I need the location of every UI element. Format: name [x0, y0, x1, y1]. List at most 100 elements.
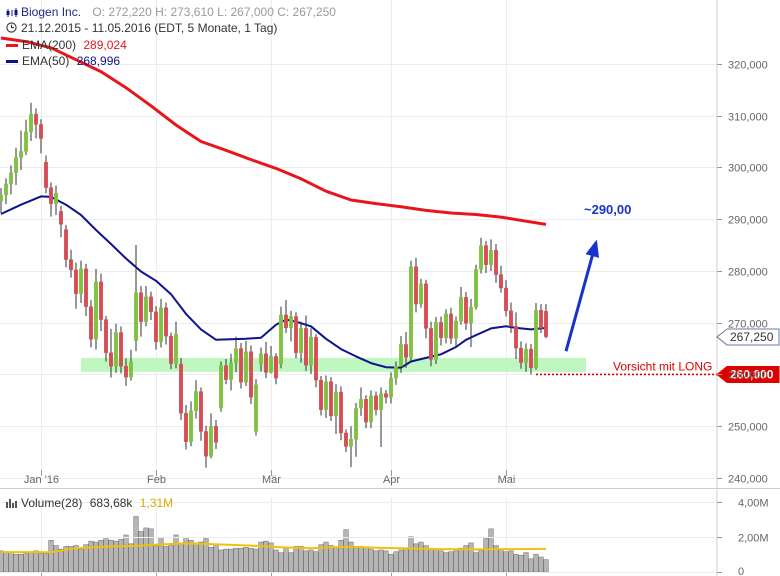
- candle-body: [409, 266, 413, 358]
- volume-bar: [173, 534, 179, 573]
- candle: [214, 420, 218, 450]
- candle-body: [354, 407, 358, 440]
- volume-bar: [298, 546, 304, 573]
- candle-body: [84, 268, 88, 307]
- time-tick-label: Jan '16: [24, 474, 59, 486]
- candle-body: [519, 347, 523, 363]
- volume-bar: [378, 549, 384, 573]
- candle-body: [524, 348, 528, 363]
- volume-average-line: [0, 542, 547, 554]
- warning-price-tag-text: 260,000: [730, 367, 774, 381]
- candle-body: [269, 356, 273, 373]
- candle-body: [359, 399, 363, 409]
- price-tick-label: 280,000: [728, 267, 768, 279]
- candle: [234, 336, 238, 373]
- volume-bar: [238, 547, 244, 573]
- ema200-legend: EMA(200) 289,024: [6, 37, 336, 53]
- candle-body: [444, 313, 448, 338]
- candle: [144, 285, 148, 327]
- candle: [394, 361, 398, 385]
- price-tick-label: 320,000: [728, 60, 768, 72]
- candle-body: [129, 361, 133, 378]
- time-tick-label: Mai: [498, 474, 516, 486]
- time-tick-label: Mär: [262, 474, 281, 486]
- candle-body: [259, 353, 263, 365]
- candle-body: [489, 250, 493, 265]
- candle-body: [234, 348, 238, 364]
- volume-bar: [18, 554, 24, 573]
- candle-body: [379, 393, 383, 410]
- candle-body: [64, 229, 68, 260]
- candle-body: [329, 381, 333, 417]
- volume-bar: [473, 552, 479, 573]
- ema50-legend: EMA(50) 268,996: [6, 53, 336, 69]
- candle: [19, 130, 23, 170]
- candle-body: [309, 337, 313, 366]
- candle: [309, 328, 313, 374]
- candle-body: [414, 266, 418, 305]
- volume-bar: [228, 548, 234, 573]
- candle: [489, 239, 493, 271]
- volume-bar: [103, 537, 109, 573]
- volume-average: 1,31M: [139, 496, 174, 510]
- candle: [84, 263, 88, 316]
- volume-bar: [148, 528, 154, 573]
- candle-body: [314, 337, 318, 381]
- candle: [284, 299, 288, 334]
- candle: [14, 147, 18, 186]
- candle-body: [369, 395, 373, 423]
- candle-body: [204, 431, 208, 457]
- volume-bar: [338, 539, 344, 573]
- volume-bar: [178, 542, 184, 573]
- candle-body: [74, 269, 78, 294]
- candle-body: [164, 307, 168, 337]
- candle-body: [469, 306, 473, 324]
- candle: [474, 264, 478, 310]
- candle: [4, 178, 8, 205]
- warning-price-tag-shape: [716, 365, 780, 383]
- volume-bar: [88, 540, 94, 573]
- candle: [509, 302, 513, 334]
- target-arrow-head: [585, 239, 600, 258]
- volume-bar: [433, 548, 439, 573]
- candle: [544, 304, 548, 339]
- candle: [249, 345, 253, 404]
- candle: [274, 353, 278, 385]
- volume-bar: [508, 550, 514, 573]
- candle: [244, 340, 248, 386]
- volume-bar: [393, 551, 399, 573]
- candle-body: [69, 259, 73, 271]
- volume-bar: [383, 550, 389, 573]
- volume-bar: [118, 539, 124, 573]
- candle-body: [209, 426, 213, 457]
- candle-body: [399, 344, 403, 367]
- target-label: ~290,00: [584, 202, 631, 217]
- candle: [109, 328, 113, 378]
- candle: [119, 326, 123, 374]
- instrument-name: Biogen Inc.: [21, 5, 82, 19]
- candle: [124, 358, 128, 386]
- candle-body: [94, 281, 98, 340]
- candle: [29, 102, 33, 142]
- candle: [454, 316, 458, 348]
- candle-body: [89, 306, 93, 340]
- candle-body: [109, 352, 113, 367]
- candle-body: [139, 292, 143, 322]
- volume-bar: [333, 547, 339, 573]
- volume-bar: [73, 545, 79, 573]
- candle: [34, 108, 38, 139]
- candle-body: [134, 292, 138, 342]
- candle: [149, 291, 153, 321]
- candle: [189, 401, 193, 447]
- ema50-value: 268,996: [76, 53, 121, 68]
- volume-bar: [123, 534, 129, 573]
- candle-body: [539, 310, 543, 329]
- candle: [409, 260, 413, 362]
- candle-body: [264, 353, 268, 373]
- candle: [334, 384, 338, 434]
- candle-body: [534, 310, 538, 368]
- candle-body: [299, 328, 303, 353]
- candle: [289, 310, 293, 342]
- candle-body: [499, 274, 503, 289]
